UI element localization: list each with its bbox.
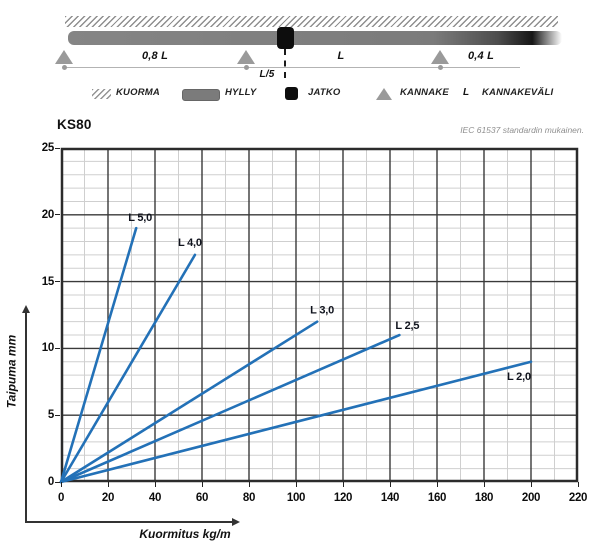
y-tick-label: 5 bbox=[47, 409, 54, 422]
x-tick-label: 140 bbox=[380, 492, 400, 504]
joint-dashed-line bbox=[284, 49, 286, 78]
shelf-beam bbox=[68, 31, 562, 45]
x-tick-mark bbox=[295, 482, 297, 487]
y-tick-mark bbox=[55, 281, 60, 283]
legend-label-kuorma: KUORMA bbox=[116, 87, 160, 98]
x-tick-mark bbox=[154, 482, 156, 487]
x-tick-label: 60 bbox=[195, 492, 209, 504]
x-tick-label: 120 bbox=[333, 492, 353, 504]
x-tick-label: 100 bbox=[286, 492, 306, 504]
series-label: L 2,5 bbox=[395, 320, 419, 332]
x-tick-mark bbox=[248, 482, 250, 487]
y-axis-arrow-line bbox=[25, 312, 27, 522]
dimension-label-0.8L: 0,8 L bbox=[141, 50, 169, 62]
joint-icon bbox=[285, 87, 298, 100]
x-tick-mark bbox=[342, 482, 344, 487]
x-axis-label: Kuormitus kg/m bbox=[139, 527, 231, 541]
series-label: L 2,0 bbox=[507, 371, 531, 383]
span-symbol: L bbox=[463, 87, 470, 98]
x-tick-mark bbox=[530, 482, 532, 487]
y-tick-label: 15 bbox=[41, 275, 55, 288]
chart-title: KS80 bbox=[57, 117, 92, 132]
support-icon bbox=[376, 88, 392, 100]
x-tick-label: 20 bbox=[101, 492, 115, 504]
x-tick-label: 200 bbox=[521, 492, 541, 504]
y-tick-mark bbox=[55, 147, 60, 149]
series-label: L 3,0 bbox=[310, 305, 334, 317]
series-label: L 5,0 bbox=[128, 212, 152, 224]
shelf-icon bbox=[182, 89, 220, 101]
x-tick-label: 0 bbox=[57, 492, 65, 504]
x-tick-label: 220 bbox=[568, 492, 588, 504]
y-axis-arrowhead-icon bbox=[22, 305, 30, 313]
standard-note: IEC 61537 standardin mukainen. bbox=[460, 125, 584, 135]
support-triangle bbox=[237, 50, 255, 64]
x-axis-arrowhead-icon bbox=[232, 518, 240, 526]
deflection-line-chart: L 5,0 L 4,0 L 3,0 L 2,5 L 2,0 bbox=[59, 147, 579, 484]
series-line bbox=[59, 333, 401, 484]
y-tick-label: 20 bbox=[41, 208, 55, 221]
series-line bbox=[59, 320, 319, 484]
y-tick-mark bbox=[55, 481, 60, 483]
x-tick-label: 180 bbox=[474, 492, 494, 504]
joint-marker bbox=[277, 27, 294, 49]
y-tick-mark bbox=[55, 414, 60, 416]
legend-label-hylly: HYLLY bbox=[225, 87, 257, 98]
x-tick-mark bbox=[436, 482, 438, 487]
x-axis-arrow-line bbox=[25, 521, 233, 523]
support-triangle bbox=[55, 50, 73, 64]
legend-label-kannake: KANNAKE bbox=[400, 87, 449, 98]
legend-label-kannakevali: KANNAKEVÄLI bbox=[482, 87, 554, 98]
dimension-line bbox=[64, 67, 520, 68]
dimension-dot bbox=[62, 65, 67, 70]
y-tick-mark bbox=[55, 214, 60, 216]
x-tick-mark bbox=[107, 482, 109, 487]
dimension-label-0.4L: 0,4 L bbox=[467, 50, 495, 62]
y-tick-label: 10 bbox=[41, 342, 55, 355]
x-tick-mark bbox=[483, 482, 485, 487]
x-tick-mark bbox=[577, 482, 579, 487]
dimension-dot bbox=[244, 65, 249, 70]
x-tick-mark bbox=[201, 482, 203, 487]
y-axis-label: Taipuma mm bbox=[4, 334, 19, 409]
dimension-label-L: L bbox=[337, 50, 345, 62]
load-hatch-band bbox=[65, 16, 558, 27]
x-tick-label: 80 bbox=[242, 492, 256, 504]
x-tick-label: 160 bbox=[427, 492, 447, 504]
series-label: L 4,0 bbox=[178, 237, 202, 249]
y-tick-mark bbox=[55, 347, 60, 349]
series-line bbox=[59, 226, 138, 484]
legend-label-jatko: JATKO bbox=[308, 87, 341, 98]
dimension-dot bbox=[438, 65, 443, 70]
y-tick-label: 25 bbox=[41, 142, 55, 154]
x-tick-mark bbox=[389, 482, 391, 487]
x-tick-label: 40 bbox=[148, 492, 162, 504]
y-tick-label: 0 bbox=[47, 476, 54, 488]
series-line bbox=[59, 253, 197, 484]
x-tick-mark bbox=[60, 482, 62, 487]
support-triangle bbox=[431, 50, 449, 64]
load-hatch-icon bbox=[92, 89, 111, 99]
dimension-label-L/5: L/5 bbox=[259, 69, 275, 80]
series-line bbox=[59, 360, 533, 484]
